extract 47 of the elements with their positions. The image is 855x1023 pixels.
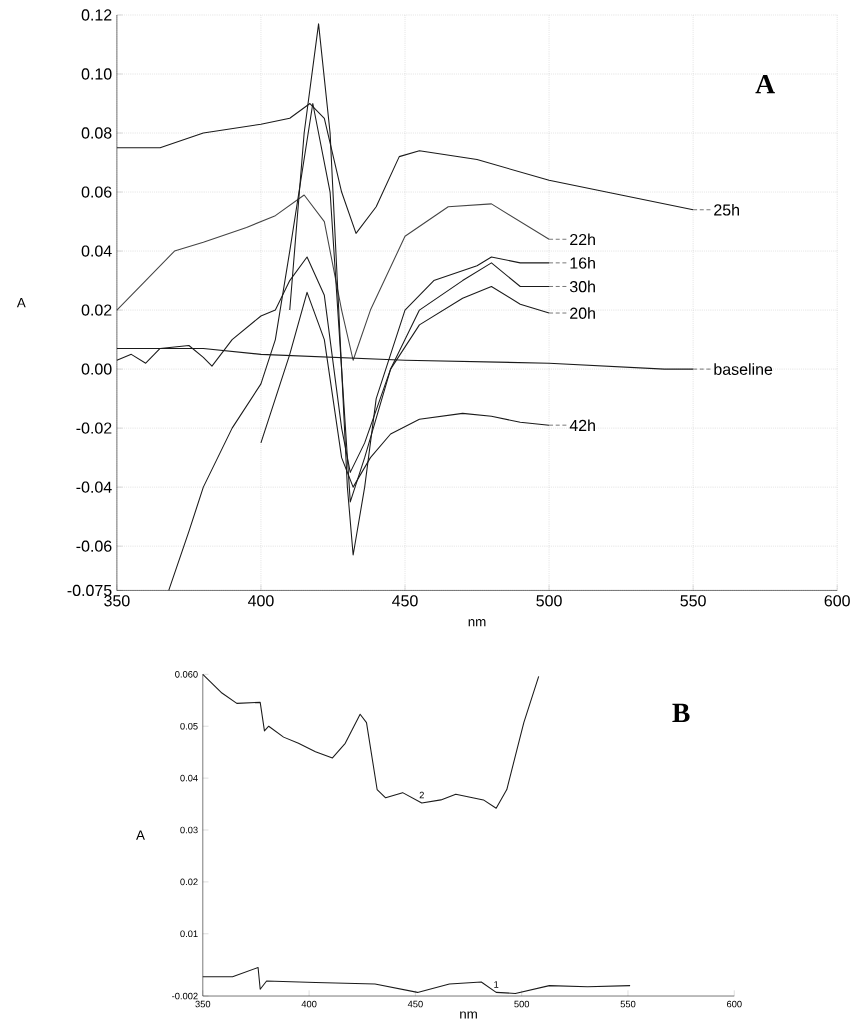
series-label: 25h xyxy=(714,203,740,216)
y-tick-label: 0.060 xyxy=(175,671,198,678)
y-tick-label: 0.10 xyxy=(81,68,112,80)
y-tick-label: 0.04 xyxy=(81,245,112,257)
y-tick-label: -0.04 xyxy=(76,481,112,493)
y-tick-label: 0.04 xyxy=(180,774,198,782)
y-tick-label: -0.002 xyxy=(172,992,198,1000)
series-label: 42h xyxy=(569,419,595,431)
series-label: 30h xyxy=(569,280,595,293)
line-series xyxy=(202,673,540,809)
annotation: A xyxy=(755,74,775,94)
x-axis-title: nm xyxy=(460,1011,477,1019)
series-label: 16h xyxy=(570,257,595,269)
y-tick-label: -0.02 xyxy=(76,422,112,434)
x-tick-label: 600 xyxy=(727,1000,742,1008)
x-tick-label: 500 xyxy=(536,595,562,607)
x-tick-label: 500 xyxy=(514,1000,530,1008)
y-tick-label: -0.06 xyxy=(76,540,112,552)
x-tick-label: 550 xyxy=(620,1000,636,1008)
annotation: B xyxy=(672,703,690,723)
y-tick-label: 0.00 xyxy=(81,363,112,375)
y-axis-title: A xyxy=(136,830,145,840)
y-tick-label: 0.02 xyxy=(81,304,112,316)
line-series xyxy=(202,966,631,994)
x-tick-label: 550 xyxy=(680,595,706,607)
x-tick-label: 450 xyxy=(407,1000,423,1008)
series-label: 22h xyxy=(570,233,595,246)
y-tick-label: -0.075 xyxy=(67,584,112,597)
x-tick-label: 350 xyxy=(104,595,130,607)
series-label: baseline xyxy=(714,363,773,375)
x-tick-label: 400 xyxy=(248,595,274,607)
x-tick-label: 400 xyxy=(301,1000,317,1008)
y-axis-title: A xyxy=(16,298,26,308)
x-tick-label: 350 xyxy=(195,1000,211,1008)
y-tick-label: 0.03 xyxy=(180,826,198,834)
y-tick-label: 0.01 xyxy=(180,930,198,938)
x-tick-label: 450 xyxy=(392,595,418,607)
x-tick-label: 600 xyxy=(824,595,850,607)
y-tick-label: 0.12 xyxy=(81,9,112,21)
y-tick-label: 0.05 xyxy=(180,722,198,730)
x-axis-title: nm xyxy=(468,619,486,627)
y-tick-label: 0.02 xyxy=(180,878,198,886)
y-tick-label: 0.08 xyxy=(81,127,112,139)
y-tick-label: 0.06 xyxy=(81,186,112,198)
series-label: 1 xyxy=(494,981,499,988)
series-label: 20h xyxy=(570,307,595,319)
series-label: 2 xyxy=(419,791,424,799)
